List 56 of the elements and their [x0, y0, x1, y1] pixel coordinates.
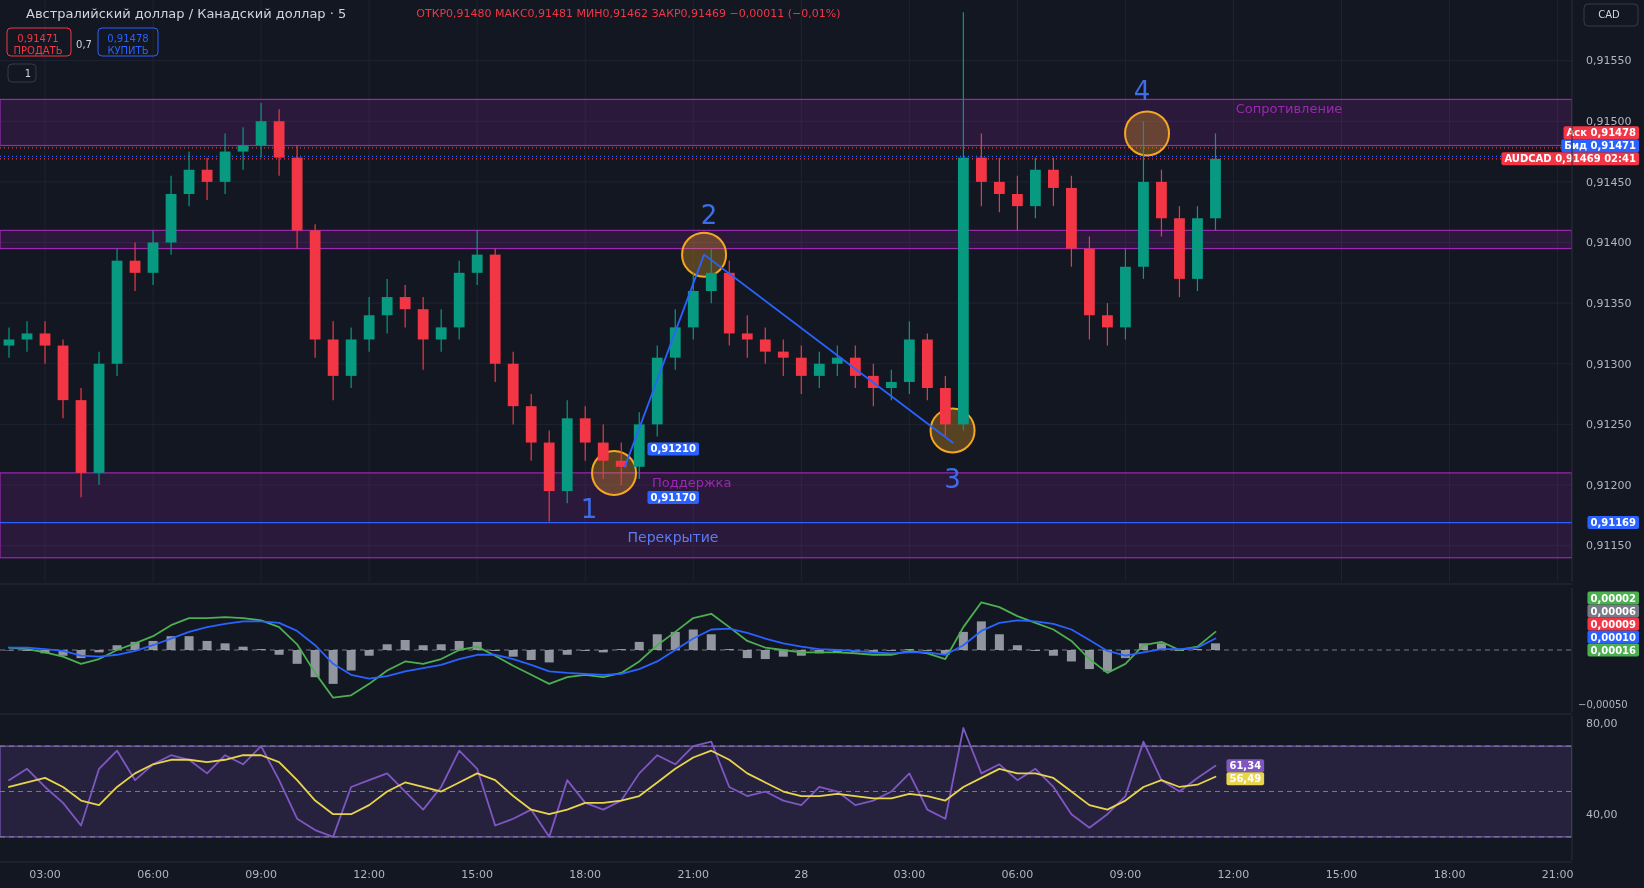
- x-tick-label: 18:00: [569, 868, 602, 881]
- text: ОТКР0,91480 МАКС0,91481 МИН0,91462 ЗАКР0,91469 −0,00011 (−0,01%): [416, 6, 841, 20]
- annotation: 0,91210: [650, 443, 697, 455]
- x-tick-label: 28: [794, 868, 809, 881]
- y-tick-label: 40,00: [1586, 808, 1618, 822]
- x-tick-label: 15:00: [461, 868, 494, 881]
- annotation: Перекрытие: [627, 528, 719, 545]
- annotation: КУПИТЬ: [107, 44, 149, 56]
- y-tick-label: 0,91450: [1586, 175, 1632, 189]
- text: Австралийский доллар / Канадский доллар · 5: [26, 5, 347, 21]
- text: 0,00010: [1590, 631, 1637, 643]
- x-tick-label: 21:00: [1541, 868, 1574, 881]
- x-tick-label: 21:00: [677, 868, 710, 881]
- y-tick-label: 0,91250: [1586, 418, 1632, 432]
- annotation: 3: [944, 463, 961, 494]
- y-tick-label: 0,91200: [1586, 478, 1632, 492]
- y-tick-label: 0,91550: [1586, 54, 1632, 68]
- ref-line-label: AUDCAD 0,91469 02:41: [1504, 153, 1637, 165]
- annotation: 4: [1133, 76, 1151, 107]
- x-tick-label: 15:00: [1325, 868, 1358, 881]
- y-tick-label: 0,91400: [1586, 236, 1632, 250]
- x-tick-label: 06:00: [1001, 868, 1034, 881]
- x-tick-label: 12:00: [1217, 868, 1250, 881]
- ref-line-label: 0,91169: [1590, 517, 1637, 529]
- annotation: 2: [700, 199, 718, 230]
- x-tick-label: 03:00: [29, 868, 61, 881]
- text: 0,00016: [1590, 644, 1637, 656]
- ref-line-label: Бид 0,91471: [1564, 140, 1637, 152]
- text: CAD: [1598, 8, 1621, 20]
- text: −0,00050: [1578, 698, 1628, 710]
- annotation: 1: [580, 493, 598, 524]
- x-tick-label: 12:00: [353, 868, 385, 881]
- x-tick-label: 09:00: [1109, 868, 1142, 881]
- x-tick-label: 06:00: [137, 868, 169, 881]
- band-label: Поддержка: [651, 474, 732, 490]
- annotation: 0,91170: [650, 491, 697, 503]
- data-label: 61,34: [1229, 760, 1262, 772]
- annotation: 1: [24, 67, 32, 79]
- x-tick-label: 18:00: [1433, 868, 1466, 881]
- y-tick-label: 0,91350: [1586, 296, 1632, 310]
- y-tick-label: 80,00: [1586, 717, 1618, 731]
- ref-line-label: Аск 0,91478: [1566, 127, 1637, 139]
- text: 0,00006: [1590, 605, 1637, 617]
- annotation: ПРОДАТЬ: [13, 44, 63, 56]
- y-tick-label: 0,91300: [1586, 357, 1632, 371]
- annotation: 0,91478: [107, 32, 149, 44]
- annotation: 0,7: [76, 38, 92, 50]
- data-label: 56,49: [1229, 773, 1262, 785]
- text: 0,00009: [1590, 618, 1637, 630]
- x-tick-label: 03:00: [893, 868, 926, 881]
- annotation: 0,91471: [17, 32, 59, 44]
- band-label: Сопротивление: [1235, 101, 1343, 117]
- text: 0,00002: [1590, 592, 1637, 604]
- y-tick-label: 0,91500: [1586, 115, 1632, 129]
- x-tick-label: 09:00: [245, 868, 277, 881]
- y-tick-label: 0,91150: [1586, 539, 1632, 553]
